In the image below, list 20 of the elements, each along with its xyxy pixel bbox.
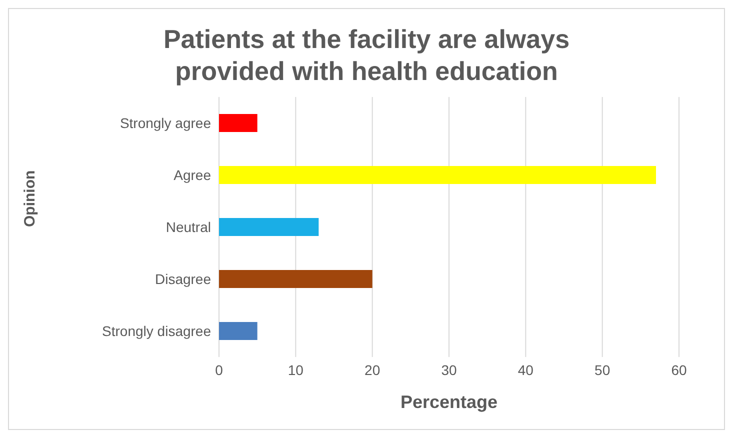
x-tick-label: 50 bbox=[594, 362, 610, 378]
x-tick-label: 40 bbox=[518, 362, 534, 378]
x-tick-label: 20 bbox=[364, 362, 380, 378]
x-axis-title: Percentage bbox=[400, 392, 498, 412]
y-tick-label: Strongly agree bbox=[120, 114, 212, 131]
y-tick-label: Strongly disagree bbox=[102, 322, 212, 339]
x-tick-label: 0 bbox=[215, 362, 224, 378]
y-axis-title: Opinion bbox=[21, 170, 38, 227]
y-tick-label: Neutral bbox=[166, 218, 211, 235]
x-tick-label: 10 bbox=[288, 362, 304, 378]
x-tick-label: 30 bbox=[441, 362, 457, 378]
chart-title: Patients at the facility are always provided with health education bbox=[162, 23, 571, 87]
bar bbox=[219, 218, 319, 236]
bar bbox=[219, 166, 656, 184]
y-tick-label: Agree bbox=[174, 166, 212, 183]
bar bbox=[219, 322, 258, 340]
bar bbox=[219, 114, 258, 132]
x-tick-label: 60 bbox=[671, 362, 687, 378]
y-tick-label: Disagree bbox=[154, 270, 212, 287]
bar bbox=[219, 270, 372, 288]
